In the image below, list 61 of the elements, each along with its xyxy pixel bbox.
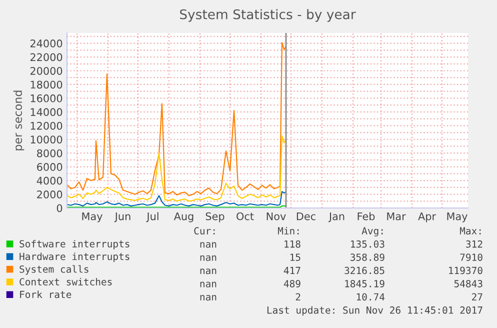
line-series (67, 190, 287, 206)
x-tick-label: May (447, 212, 468, 222)
x-tick-label: Apr (418, 212, 436, 222)
x-tick-label: Jan (328, 212, 344, 222)
text: 118 (284, 240, 300, 248)
y-tick-label: 20000 (30, 66, 62, 75)
x-tick-label: Feb (358, 212, 375, 220)
legend-label: Software interrupts (20, 240, 130, 250)
text: 135.03 (351, 240, 384, 248)
chart-title: System Statistics - by year (180, 9, 356, 22)
y-tick-label: 4000 (36, 176, 62, 185)
x-tick-label: Jul (146, 212, 158, 222)
y-tick-label: 16000 (30, 94, 62, 102)
text: Avg: (362, 227, 383, 236)
text: 489 (284, 280, 300, 288)
y-tick-label: 24000 (30, 40, 62, 48)
x-tick-label: Dec (296, 212, 316, 220)
text: 1845.19 (345, 280, 384, 288)
text: Cur: (194, 227, 215, 235)
y-tick-label: 22000 (30, 53, 62, 62)
text: nan (200, 294, 216, 301)
x-tick-label: May (82, 212, 102, 222)
y-tick-label: 6000 (37, 163, 62, 171)
y-tick-label: 0 (56, 204, 62, 212)
y-tick-label: 10000 (30, 136, 62, 144)
x-tick-label: Nov (266, 212, 286, 220)
text: nan (200, 282, 216, 288)
y-tick-label: 12000 (30, 122, 62, 130)
text: 2 (296, 293, 300, 300)
text: 10.74 (356, 293, 385, 301)
legend-label: System calls (20, 265, 88, 275)
text: nan (200, 255, 216, 261)
text: 3216.85 (344, 266, 384, 274)
text: 119370 (449, 266, 482, 274)
x-tick-label: Oct (236, 212, 254, 220)
y-tick-label: 14000 (30, 108, 62, 116)
y-tick-label: 2000 (37, 190, 62, 198)
x-tick-label: Mar (387, 212, 406, 220)
line-series (67, 42, 287, 196)
text: 54843 (454, 280, 482, 288)
text: 358.89 (350, 254, 384, 261)
text: 417 (284, 266, 300, 274)
text: nan (200, 242, 216, 248)
text: Max: (460, 227, 481, 235)
y-tick-label: 8000 (37, 149, 62, 158)
x-tick-label: Aug (174, 212, 194, 222)
y-tick-label: 18000 (30, 80, 62, 89)
x-tick-label: Sep (206, 212, 224, 222)
text: 312 (466, 240, 482, 248)
text: Min: (278, 227, 299, 234)
line-series (67, 135, 287, 202)
legend-label: Hardware interrupts (20, 252, 130, 262)
x-tick-label: Jun (114, 212, 130, 222)
text: 7910 (460, 254, 482, 261)
text: 15 (290, 254, 300, 261)
legend-label: Fork rate (20, 290, 72, 298)
y-axis-title: per second (13, 90, 24, 150)
text: 27 (472, 293, 482, 300)
text: Last update: Sun Nov 26 11:45:01 2017 (267, 306, 482, 316)
legend-label: Context switches (20, 278, 112, 286)
text: nan (200, 268, 216, 274)
